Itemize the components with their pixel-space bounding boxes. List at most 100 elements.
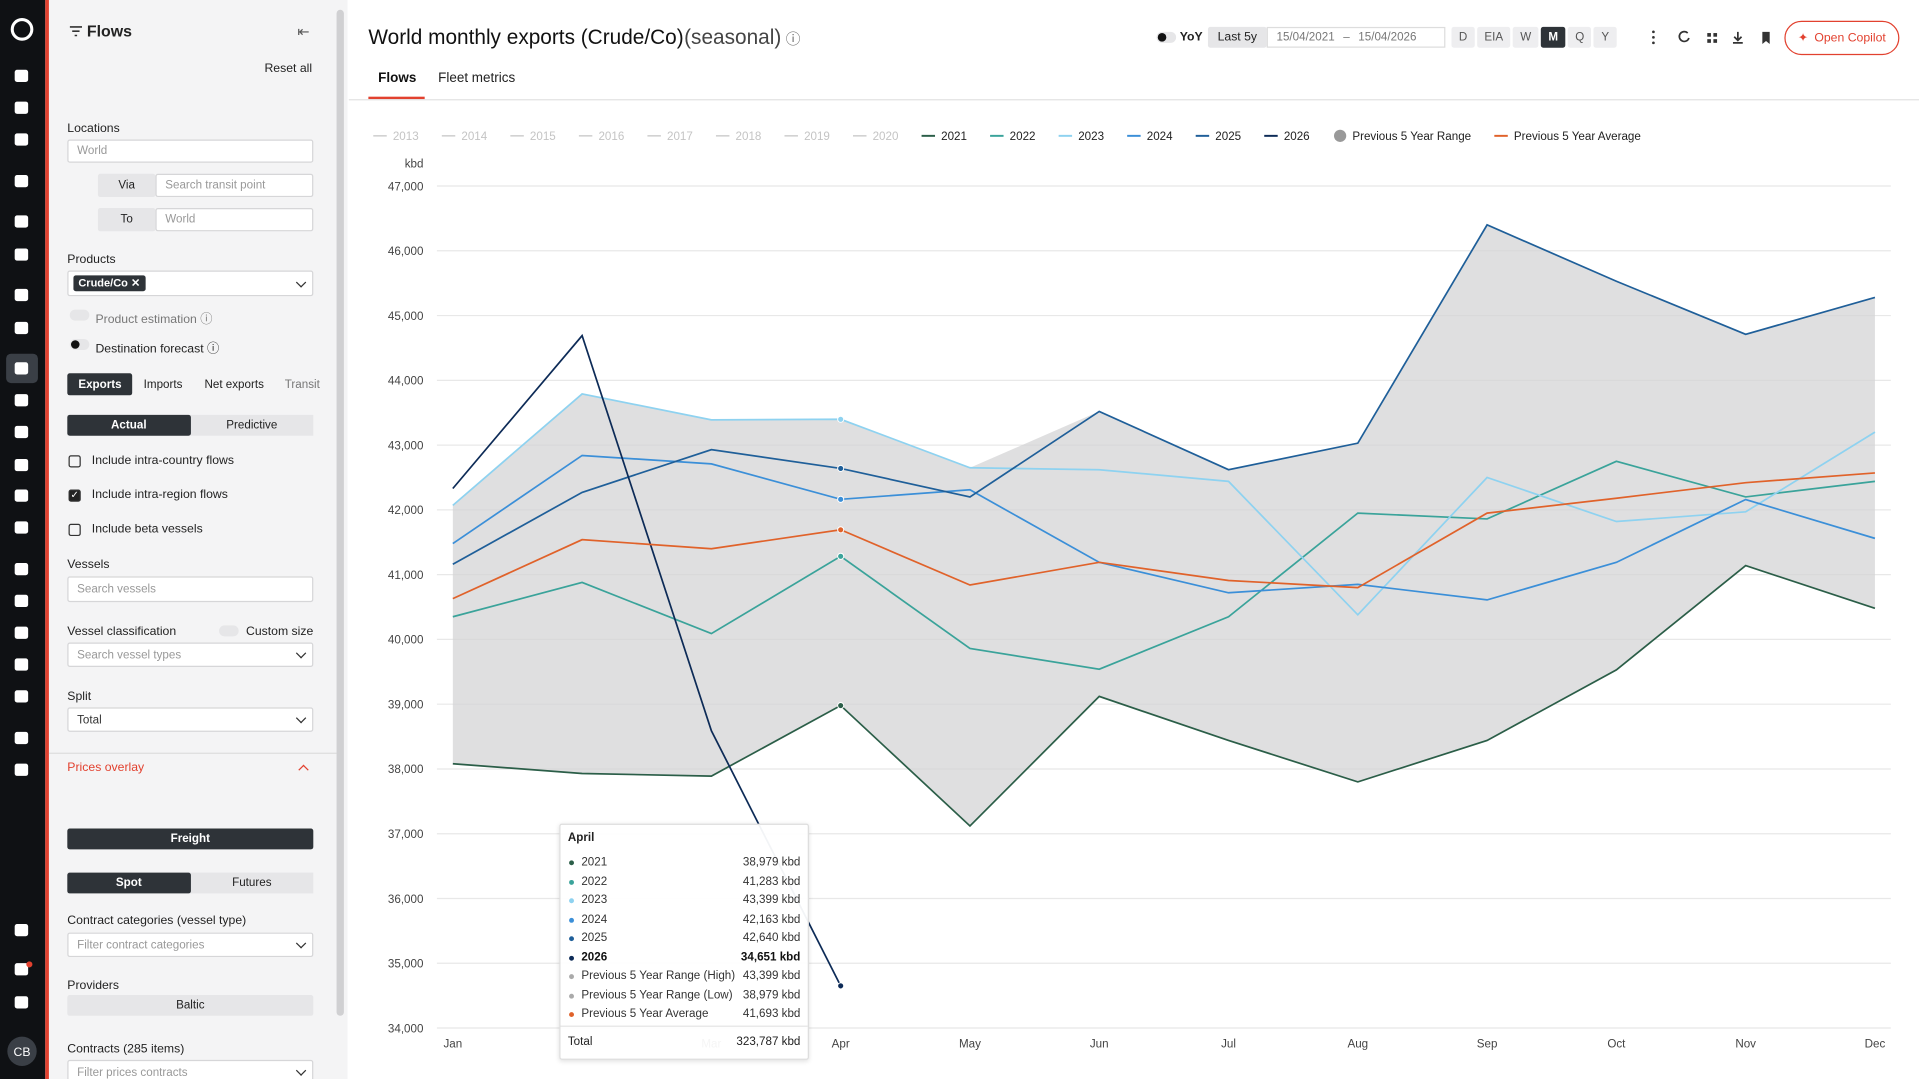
download[interactable] — [1732, 31, 1743, 44]
nav-icon[interactable] — [14, 215, 29, 228]
vessel-types-select[interactable]: Search vessel types — [67, 642, 314, 667]
legend-label[interactable]: Previous 5 Year Range — [1352, 130, 1471, 143]
checkbox[interactable] — [68, 523, 81, 537]
provider-button[interactable]: Baltic — [67, 994, 314, 1016]
more[interactable] — [1652, 30, 1655, 45]
toggle[interactable] — [69, 309, 90, 321]
freight-button[interactable]: Freight — [67, 828, 314, 850]
collapse[interactable]: ⇤ — [297, 23, 310, 41]
tooltip-name: Previous 5 Year Range (High) — [581, 969, 736, 983]
label: Freight — [170, 832, 211, 846]
tab[interactable]: Q — [1567, 26, 1592, 48]
nav-icon[interactable] — [14, 963, 29, 976]
tab[interactable]: M — [1541, 26, 1566, 48]
nav-icon[interactable] — [14, 101, 29, 114]
nav-icon[interactable] — [14, 248, 29, 261]
via-input[interactable]: Search transit point — [155, 173, 314, 198]
tab[interactable]: Fleet metrics — [438, 70, 516, 86]
tab[interactable]: Flows — [378, 70, 417, 86]
nav-icon[interactable] — [14, 175, 29, 188]
nav-icon[interactable] — [14, 521, 29, 534]
nav-icon[interactable] — [14, 658, 29, 671]
reset-all[interactable]: Reset all — [264, 62, 313, 76]
nav-icon[interactable] — [14, 690, 29, 703]
legend-label[interactable]: 2021 — [941, 130, 967, 143]
bookmark[interactable] — [1762, 31, 1770, 45]
nav-icon[interactable] — [14, 924, 29, 937]
nav-icon[interactable] — [14, 562, 29, 576]
legend-label[interactable]: 2014 — [461, 130, 487, 143]
checkbox[interactable]: ✓ — [68, 489, 81, 502]
legend-label[interactable]: 2020 — [873, 130, 899, 143]
contracts-select[interactable]: Filter prices contracts — [67, 1059, 314, 1079]
contract-categories-select[interactable]: Filter contract categories — [67, 932, 314, 958]
date-range[interactable]: 15/04/2021–15/04/2026 — [1266, 26, 1446, 48]
nav-icon[interactable] — [14, 763, 29, 776]
range-button[interactable]: Last 5y — [1207, 26, 1267, 48]
prices-overlay[interactable]: Prices overlay — [67, 761, 145, 775]
split-select[interactable]: Total — [67, 707, 314, 732]
nav-icon[interactable] — [14, 458, 29, 472]
x-tick-label: May — [959, 1038, 981, 1051]
info-icon[interactable]: ⓘ — [785, 30, 801, 48]
tab[interactable]: Spot — [67, 872, 191, 894]
scrollbar[interactable] — [336, 9, 344, 1016]
legend-label[interactable]: 2023 — [1078, 130, 1104, 143]
tab[interactable]: Futures — [232, 876, 272, 890]
tab[interactable]: D — [1451, 26, 1475, 48]
legend-label[interactable]: 2019 — [804, 130, 830, 143]
legend-label[interactable]: Previous 5 Year Average — [1514, 130, 1641, 143]
vessels-input[interactable]: Search vessels — [67, 576, 314, 603]
nav-icon[interactable] — [14, 69, 29, 82]
yoy: YoY — [1179, 30, 1203, 45]
legend-label[interactable]: 2016 — [598, 130, 624, 143]
tab[interactable]: Predictive — [226, 418, 278, 433]
tab[interactable]: Y — [1594, 26, 1617, 48]
refresh[interactable] — [1678, 30, 1690, 43]
nav-icon[interactable] — [14, 425, 29, 439]
legend-label[interactable]: 2013 — [393, 130, 419, 143]
via-button[interactable]: Via — [97, 173, 156, 198]
toggle[interactable] — [69, 339, 90, 351]
legend-label[interactable]: 2017 — [667, 130, 693, 143]
y-axis-label: kbd — [405, 158, 424, 171]
nav-icon[interactable] — [14, 362, 29, 375]
legend-label[interactable]: 2015 — [530, 130, 556, 143]
product-tag[interactable]: Crude/Co ✕ — [73, 275, 146, 292]
yoy-toggle[interactable] — [1156, 31, 1177, 43]
to-button[interactable]: To — [97, 208, 156, 232]
checkbox[interactable] — [68, 455, 81, 468]
legend-label[interactable]: 2018 — [736, 130, 762, 143]
nav-icon[interactable] — [14, 288, 29, 302]
nav-icon[interactable] — [14, 489, 29, 502]
legend-label[interactable]: 2025 — [1215, 130, 1241, 143]
logo[interactable] — [10, 18, 34, 41]
tab[interactable]: EIA — [1477, 26, 1511, 48]
nav-icon[interactable] — [14, 731, 29, 745]
toggle[interactable] — [219, 625, 239, 637]
tab[interactable]: Exports — [67, 373, 133, 396]
nav-icon[interactable] — [14, 594, 29, 608]
tooltip-value: 41,693 kbd — [742, 1007, 801, 1021]
legend-label[interactable]: 2022 — [1010, 130, 1036, 143]
nav-icon[interactable] — [14, 996, 29, 1009]
copilot-button[interactable]: ✦ Open Copilot — [1784, 20, 1900, 56]
to-input[interactable]: World — [155, 208, 314, 232]
locations-input[interactable]: World — [67, 139, 314, 163]
tab[interactable]: Net exports — [204, 377, 264, 392]
nav-icon[interactable] — [14, 321, 29, 335]
nav-icon[interactable] — [14, 626, 29, 639]
nav-icon[interactable] — [14, 133, 29, 146]
avatar[interactable] — [7, 1036, 37, 1066]
nav-icon[interactable] — [14, 394, 29, 407]
tab[interactable]: Imports — [143, 377, 183, 392]
tab[interactable]: Actual — [67, 414, 191, 436]
tab[interactable]: Transit — [284, 377, 320, 392]
rail-icons: CB — [6, 18, 38, 1066]
legend-label[interactable]: 2026 — [1284, 130, 1310, 143]
products-select[interactable]: Crude/Co ✕ — [67, 270, 314, 297]
legend-label[interactable]: 2024 — [1147, 130, 1173, 143]
tab[interactable]: W — [1512, 26, 1539, 48]
grid[interactable] — [1707, 33, 1718, 43]
tooltip-name: Previous 5 Year Average — [581, 1007, 709, 1021]
